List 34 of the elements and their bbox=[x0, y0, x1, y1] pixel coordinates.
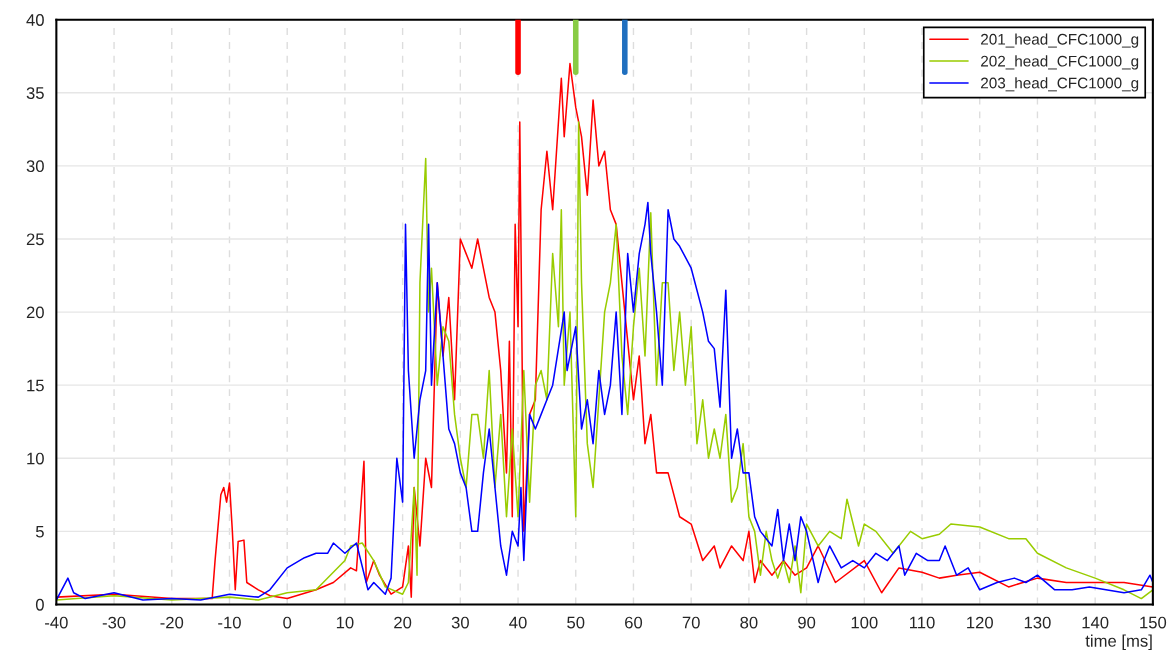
x-tick-label: 70 bbox=[682, 616, 700, 629]
x-tick-label: 140 bbox=[1082, 616, 1109, 629]
y-tick-label: 25 bbox=[26, 233, 44, 246]
y-tick-label: 10 bbox=[27, 452, 44, 465]
x-tick-label: 20 bbox=[394, 616, 412, 629]
legend-label: 203_head_CFC1000_g bbox=[981, 77, 1139, 92]
y-tick-label: 0 bbox=[35, 598, 44, 611]
y-tick-label: 35 bbox=[26, 87, 44, 99]
x-tick-label: 120 bbox=[967, 616, 993, 629]
x-tick-label: 100 bbox=[851, 616, 878, 629]
x-tick-label: 50 bbox=[567, 616, 585, 629]
x-tick-label: 0 bbox=[283, 616, 292, 629]
y-tick-label: 5 bbox=[35, 525, 44, 538]
x-tick-label: 90 bbox=[798, 616, 816, 629]
y-tick-label: 20 bbox=[26, 306, 44, 319]
x-tick-label: -10 bbox=[218, 616, 241, 629]
x-axis-title: time [ms] bbox=[1085, 634, 1152, 651]
x-tick-label: 40 bbox=[509, 616, 527, 629]
x-tick-label: -20 bbox=[160, 616, 184, 629]
y-tick-label: 40 bbox=[26, 14, 44, 26]
x-tick-label: 150 bbox=[1140, 616, 1167, 629]
y-tick-label: 30 bbox=[26, 160, 44, 173]
x-tick-label: 30 bbox=[451, 616, 469, 629]
x-tick-label: 110 bbox=[910, 616, 935, 629]
x-tick-label: -40 bbox=[45, 616, 68, 629]
y-tick-label: 15 bbox=[27, 379, 44, 392]
x-tick-label: 80 bbox=[740, 616, 758, 629]
line-series bbox=[56, 201, 1153, 601]
x-tick-label: 10 bbox=[336, 616, 354, 629]
legend-label: 202_head_CFC1000_g bbox=[981, 55, 1139, 70]
x-tick-label: -30 bbox=[102, 616, 126, 629]
x-tick-label: 60 bbox=[625, 616, 643, 629]
x-tick-label: 130 bbox=[1024, 616, 1051, 629]
legend-label: 201_head_CFC1000_g bbox=[981, 33, 1139, 48]
